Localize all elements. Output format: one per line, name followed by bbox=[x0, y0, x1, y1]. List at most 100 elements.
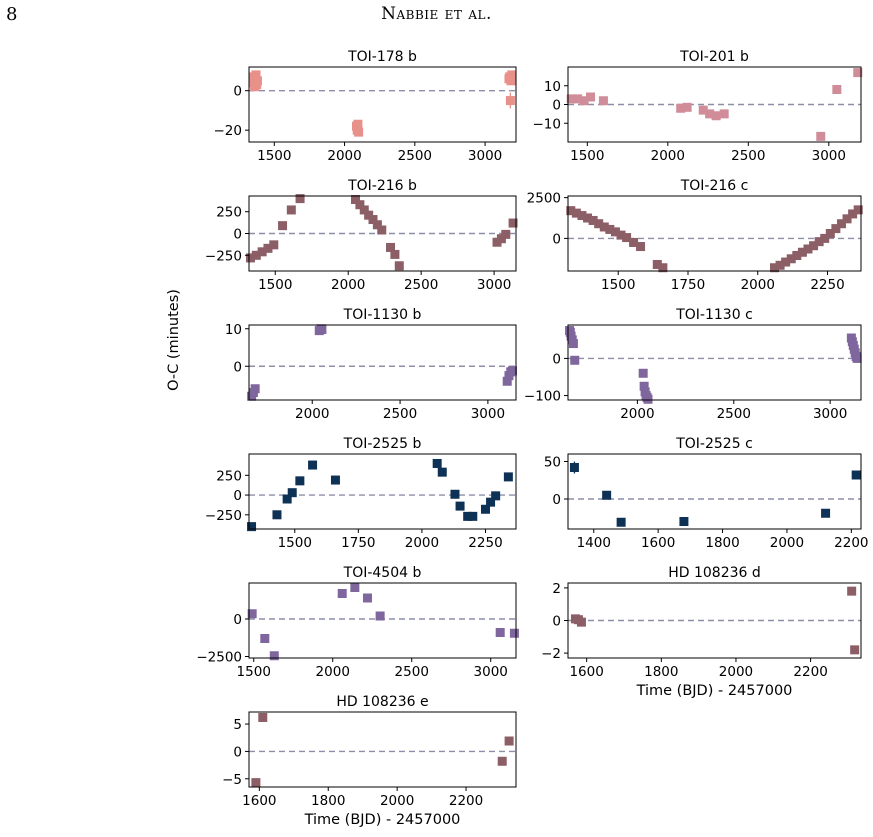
x-tick-label: 2000 bbox=[380, 793, 414, 809]
data-point bbox=[286, 205, 296, 215]
y-tick-label: 0 bbox=[552, 98, 561, 114]
data-point bbox=[579, 96, 589, 106]
data-point bbox=[676, 103, 686, 113]
x-tick-label: 3000 bbox=[474, 664, 508, 680]
panel-title: TOI-178 b bbox=[347, 49, 417, 65]
data-point bbox=[295, 476, 305, 486]
data-point bbox=[586, 92, 596, 102]
y-tick-label: 5 bbox=[233, 717, 242, 733]
x-tick-label: 2200 bbox=[834, 535, 868, 551]
x-tick-label: 3000 bbox=[812, 148, 846, 164]
panel-frame bbox=[567, 195, 862, 272]
x-tick-label: 1500 bbox=[601, 277, 635, 293]
data-point bbox=[308, 460, 318, 470]
data-point bbox=[432, 458, 442, 468]
panel-frame bbox=[248, 453, 517, 530]
data-point bbox=[629, 237, 639, 247]
panel-title: TOI-216 b bbox=[347, 178, 417, 194]
data-point bbox=[368, 215, 378, 225]
data-point bbox=[711, 111, 721, 121]
y-tick-label: 2 bbox=[552, 581, 561, 597]
data-point bbox=[571, 208, 581, 218]
data-point bbox=[832, 85, 842, 94]
data-point bbox=[362, 593, 372, 603]
panel-frame bbox=[248, 324, 517, 401]
panel-title: TOI-4504 b bbox=[343, 565, 422, 581]
data-point bbox=[455, 501, 465, 511]
data-point bbox=[491, 491, 501, 501]
data-point bbox=[287, 488, 297, 498]
panel-1: TOI-201 b 1500 2000 2500 3000 10 0 −10 bbox=[533, 49, 863, 164]
x-tick-label: 1500 bbox=[570, 148, 604, 164]
data-point bbox=[507, 70, 517, 80]
x-tick-label: 2000 bbox=[770, 535, 804, 551]
y-tick-label: 2500 bbox=[527, 191, 561, 207]
data-point bbox=[814, 237, 824, 247]
panel-frame bbox=[248, 711, 517, 788]
x-tick-label: 2000 bbox=[327, 148, 361, 164]
x-tick-label: 2000 bbox=[331, 277, 365, 293]
x-tick-label: 2000 bbox=[316, 664, 350, 680]
page-number: 8 bbox=[6, 4, 18, 25]
panel-title: TOI-1130 b bbox=[343, 307, 422, 323]
x-tick-label: 1750 bbox=[341, 535, 375, 551]
data-point bbox=[622, 233, 632, 243]
data-point bbox=[486, 497, 496, 507]
data-point bbox=[853, 68, 863, 78]
data-point bbox=[245, 253, 255, 263]
y-tick-label: 0 bbox=[233, 612, 242, 628]
data-point bbox=[377, 225, 387, 235]
data-point bbox=[769, 263, 779, 273]
data-point bbox=[278, 221, 288, 231]
data-point bbox=[598, 96, 608, 106]
y-tick-label: −5 bbox=[222, 772, 242, 788]
data-point bbox=[437, 467, 447, 477]
panel-frame bbox=[248, 66, 517, 143]
panel-title: HD 108236 e bbox=[336, 694, 428, 710]
y-tick-label: 250 bbox=[216, 205, 242, 221]
y-tick-label: −100 bbox=[524, 389, 561, 405]
data-point bbox=[507, 366, 517, 376]
x-tick-label: 2200 bbox=[793, 664, 827, 680]
data-point bbox=[468, 511, 478, 521]
data-point bbox=[852, 353, 862, 363]
data-point bbox=[639, 381, 649, 391]
data-point bbox=[616, 230, 626, 240]
panel-5: TOI-1130 c 2000 2500 3000 0 −100 bbox=[524, 307, 862, 422]
data-point bbox=[570, 355, 580, 365]
data-point bbox=[351, 194, 361, 204]
x-tick-label: 1800 bbox=[705, 535, 739, 551]
data-point bbox=[853, 205, 863, 215]
y-tick-label: −250 bbox=[205, 508, 242, 524]
x-tick-label: 2500 bbox=[731, 148, 765, 164]
data-point bbox=[566, 94, 576, 104]
x-axis-label: Time (BJD) - 2457000 bbox=[304, 812, 461, 828]
y-tick-label: 250 bbox=[216, 468, 242, 484]
y-tick-label: 0 bbox=[233, 359, 242, 375]
x-tick-label: 2250 bbox=[468, 535, 502, 551]
data-point bbox=[359, 205, 369, 215]
data-point bbox=[501, 229, 511, 239]
data-point bbox=[354, 127, 364, 137]
x-tick-label: 2500 bbox=[383, 406, 417, 422]
data-point bbox=[851, 470, 861, 480]
y-tick-label: 0 bbox=[552, 231, 561, 247]
data-point bbox=[797, 247, 807, 257]
x-tick-label: 1600 bbox=[569, 664, 603, 680]
panel-title: TOI-216 c bbox=[680, 178, 749, 194]
panel-9: HD 108236 d 1600 1800 2000 2200 2 0 −2 Time (BJD… bbox=[541, 565, 862, 699]
x-tick-label: 1600 bbox=[641, 535, 675, 551]
panel-8: TOI-4504 b 1500 2000 2500 3000 0 −2500 bbox=[196, 565, 519, 680]
data-point bbox=[643, 394, 653, 404]
data-point bbox=[573, 94, 583, 104]
data-point bbox=[847, 586, 857, 596]
y-tick-label: 0 bbox=[233, 227, 242, 243]
y-tick-label: 50 bbox=[544, 455, 561, 471]
data-point bbox=[263, 243, 273, 253]
data-point bbox=[836, 219, 846, 229]
x-tick-label: 2000 bbox=[620, 406, 654, 422]
data-point bbox=[848, 209, 858, 219]
y-tick-label: 10 bbox=[225, 322, 242, 338]
y-tick-label: 0 bbox=[552, 614, 561, 630]
data-point bbox=[251, 778, 261, 788]
